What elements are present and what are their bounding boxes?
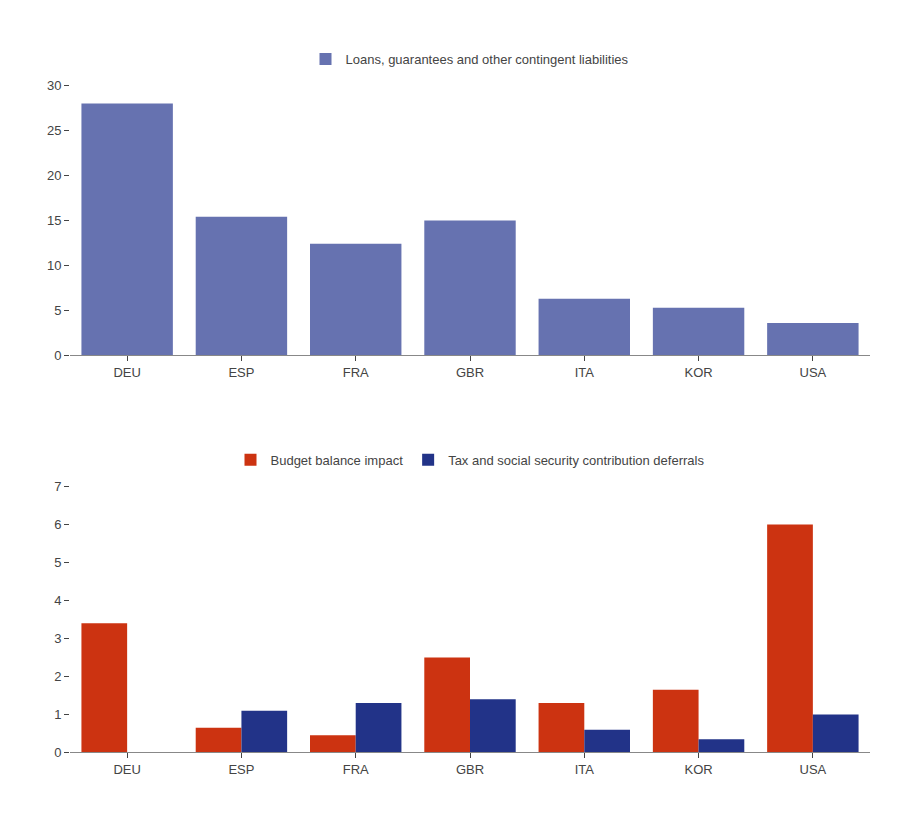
svg-text:5: 5 (54, 303, 61, 318)
svg-text:5: 5 (54, 555, 61, 570)
svg-text:Tax and social security contri: Tax and social security contribution def… (448, 453, 704, 468)
svg-text:ITA: ITA (575, 365, 595, 380)
svg-text:KOR: KOR (684, 762, 712, 777)
svg-text:15: 15 (47, 213, 61, 228)
svg-text:3: 3 (54, 631, 61, 646)
svg-text:6: 6 (54, 517, 61, 532)
svg-text:FRA: FRA (343, 762, 369, 777)
svg-text:USA: USA (799, 365, 826, 380)
svg-text:Loans, guarantees and other co: Loans, guarantees and other contingent l… (346, 52, 629, 67)
svg-text:30: 30 (47, 78, 61, 93)
svg-text:7: 7 (54, 479, 61, 494)
svg-text:ESP: ESP (228, 365, 254, 380)
svg-text:10: 10 (47, 258, 61, 273)
svg-text:Budget balance impact: Budget balance impact (271, 453, 404, 468)
svg-text:KOR: KOR (684, 365, 712, 380)
svg-text:1: 1 (54, 707, 61, 722)
svg-text:2: 2 (54, 669, 61, 684)
svg-text:FRA: FRA (343, 365, 369, 380)
svg-text:25: 25 (47, 123, 61, 138)
svg-text:DEU: DEU (113, 762, 140, 777)
svg-text:ITA: ITA (575, 762, 595, 777)
svg-text:GBR: GBR (456, 365, 484, 380)
svg-text:GBR: GBR (456, 762, 484, 777)
svg-text:20: 20 (47, 168, 61, 183)
svg-text:4: 4 (54, 593, 61, 608)
svg-text:DEU: DEU (113, 365, 140, 380)
svg-text:ESP: ESP (228, 762, 254, 777)
svg-text:USA: USA (799, 762, 826, 777)
svg-text:0: 0 (54, 348, 61, 363)
svg-text:0: 0 (54, 745, 61, 760)
